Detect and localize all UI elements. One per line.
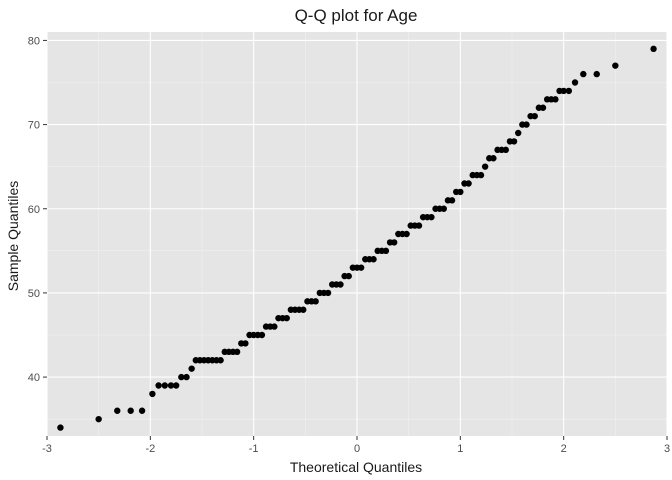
y-tick-label: 50 [28,288,40,300]
data-point [283,314,290,322]
data-point [172,382,180,389]
major-gridlines [46,32,668,436]
data-point [440,205,447,212]
y-axis: 40 50 60 70 80 [28,35,47,384]
data-point [565,87,573,95]
y-tick-label: 70 [28,120,40,132]
data-point [477,171,485,179]
x-axis-title: Theoretical Quantiles [290,459,422,475]
data-point [403,230,410,238]
data-point [481,163,489,170]
data-point [95,415,102,423]
data-point [515,129,522,137]
data-point [382,247,390,255]
data-point [448,197,456,204]
x-tick-label: -1 [249,443,259,455]
data-point [539,104,547,111]
x-tick-label: 1 [457,443,463,455]
data-point [149,390,156,398]
data-point [357,264,365,271]
data-point [593,70,600,78]
data-point [345,272,352,280]
data-point [650,45,657,53]
x-tick-label: 2 [561,443,567,455]
data-point [258,331,266,339]
data-point [415,222,423,229]
data-point [114,407,121,414]
data-point [552,96,559,103]
data-point [178,373,185,381]
data-point [155,382,162,389]
x-tick-label: 0 [354,443,360,455]
data-point [612,62,619,69]
data-point [271,323,278,330]
data-point [523,121,530,128]
data-point [312,298,319,305]
data-point [217,357,224,364]
y-tick-label: 60 [28,204,40,216]
data-point [531,112,538,120]
data-point [233,348,241,356]
x-tick-label: 3 [664,443,670,455]
data-point [337,281,344,288]
data-point [580,70,587,78]
data-point [490,155,497,162]
data-point [167,382,175,389]
x-tick-label: -3 [42,443,52,455]
y-tick-label: 40 [28,372,40,384]
data-point [571,79,579,86]
data-point [242,340,249,347]
data-point [188,365,195,372]
data-point [300,306,307,313]
data-point [465,180,472,187]
data-point [57,424,64,431]
data-point [428,213,435,221]
data-point [324,289,332,297]
data-point [370,256,377,263]
data-point [560,87,567,95]
data-point [457,188,464,196]
y-tick-label: 80 [28,35,40,47]
x-tick-label: -2 [145,443,155,455]
x-axis: -3 -2 -1 0 1 2 3 [42,436,670,455]
y-axis-title: Sample Quantiles [5,181,21,292]
data-point [391,239,398,246]
data-point [510,138,518,145]
chart-title: Q-Q plot for Age [295,6,418,25]
data-point [127,407,134,414]
data-point [161,382,168,389]
data-point [183,373,190,381]
data-points [57,45,657,431]
data-point [502,146,509,154]
data-point [138,407,146,414]
